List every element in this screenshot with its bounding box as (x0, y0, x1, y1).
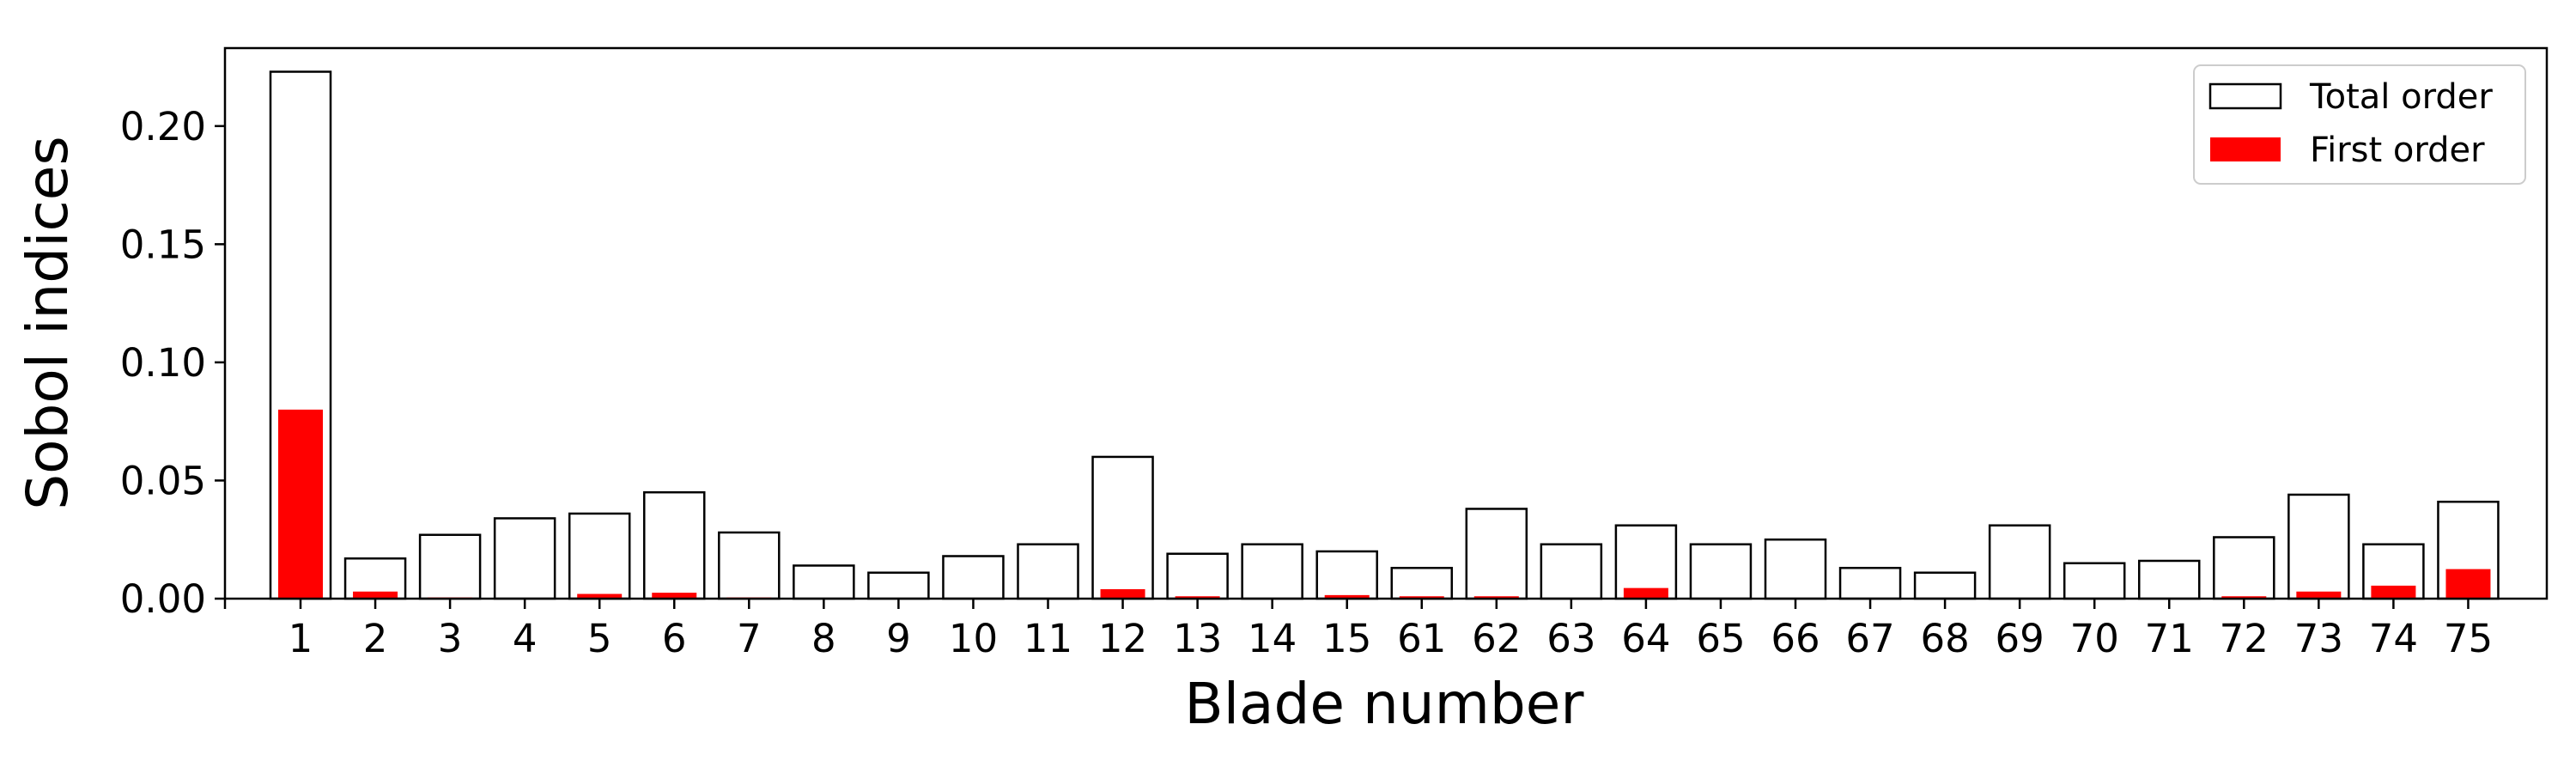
x-tick-label-12: 12 (1098, 616, 1147, 661)
bar-total-order-62 (1465, 508, 1528, 600)
bar-total-order-69 (1988, 524, 2051, 600)
bar-total-order-3 (418, 533, 482, 600)
bar-total-order-13 (1166, 552, 1229, 600)
bar-total-order-61 (1390, 566, 1453, 600)
x-tick-label-70: 70 (2070, 616, 2119, 661)
bar-first-order-61 (1399, 596, 1444, 599)
x-tick-label-5: 5 (587, 616, 612, 661)
bar-total-order-8 (793, 564, 855, 600)
legend-swatch-total-order (2208, 82, 2282, 110)
x-tick-label-69: 69 (1996, 616, 2044, 661)
x-axis-title: Blade number (1184, 671, 1584, 737)
bar-first-order-1 (278, 409, 323, 599)
bar-total-order-15 (1315, 550, 1378, 600)
y-axis-title: Sobol indices (15, 136, 81, 510)
x-tick-label-61: 61 (1397, 616, 1446, 661)
bar-first-order-64 (1623, 587, 1668, 599)
bar-total-order-4 (493, 517, 556, 600)
y-tick-label-0: 0.00 (120, 576, 206, 622)
x-tick-label-6: 6 (662, 616, 687, 661)
x-tick-label-11: 11 (1024, 616, 1072, 661)
x-tick-label-9: 9 (886, 616, 911, 661)
legend-label-first-order: First order (2310, 131, 2485, 170)
y-tick-label-4: 0.20 (120, 104, 206, 149)
bar-total-order-14 (1241, 543, 1303, 600)
bar-total-order-12 (1091, 455, 1154, 600)
bar-first-order-72 (2221, 596, 2267, 599)
bar-total-order-68 (1913, 571, 1977, 600)
x-tick-label-68: 68 (1920, 616, 1969, 661)
x-tick-label-72: 72 (2220, 616, 2269, 661)
x-tick-label-10: 10 (949, 616, 998, 661)
bar-first-order-5 (577, 593, 623, 599)
x-tick-label-66: 66 (1771, 616, 1820, 661)
x-tick-label-13: 13 (1173, 616, 1222, 661)
bars-group (269, 70, 2500, 600)
x-tick-label-7: 7 (737, 616, 762, 661)
x-tick-label-63: 63 (1546, 616, 1595, 661)
x-tick-label-2: 2 (363, 616, 388, 661)
y-tick-label-3: 0.15 (120, 222, 206, 267)
x-tick-label-65: 65 (1696, 616, 1745, 661)
bar-total-order-72 (2213, 536, 2275, 600)
x-tick-label-64: 64 (1621, 616, 1670, 661)
x-tick-label-14: 14 (1248, 616, 1297, 661)
bar-total-order-5 (568, 512, 631, 600)
bar-total-order-67 (1838, 566, 1902, 600)
x-tick-label-74: 74 (2369, 616, 2418, 661)
x-tick-label-67: 67 (1845, 616, 1894, 661)
plot-frame (223, 46, 2549, 600)
x-axis: 1 2 3 4 5 6 7 8 9 10 11 12 13 14 15 61 62 63 64 65 66 67 68 69 7… (223, 599, 2493, 661)
bar-total-order-9 (867, 571, 930, 600)
x-tick-label-1: 1 (289, 616, 313, 661)
legend-swatch-first-order (2210, 137, 2281, 161)
bar-total-order-70 (2063, 562, 2126, 600)
bar-first-order-15 (1324, 594, 1370, 599)
bar-first-order-6 (652, 593, 697, 599)
bar-total-order-7 (718, 531, 781, 600)
bar-total-order-65 (1689, 543, 1753, 600)
bar-first-order-62 (1473, 596, 1519, 599)
x-tick-label-4: 4 (513, 616, 538, 661)
bar-first-order-12 (1100, 588, 1145, 599)
bar-first-order-13 (1175, 596, 1220, 599)
legend-label-total-order: Total order (2309, 77, 2493, 117)
bar-first-order-73 (2296, 591, 2342, 599)
y-axis: 0.00 0.05 0.10 0.15 0.20 (120, 104, 225, 622)
bar-total-order-11 (1017, 543, 1079, 600)
bar-first-order-75 (2445, 569, 2491, 599)
bar-first-order-2 (353, 591, 398, 599)
x-tick-label-75: 75 (2444, 616, 2493, 661)
x-tick-label-3: 3 (438, 616, 463, 661)
y-tick-label-1: 0.05 (120, 458, 206, 503)
x-tick-label-62: 62 (1472, 616, 1521, 661)
x-tick-label-15: 15 (1322, 616, 1371, 661)
bar-total-order-6 (643, 490, 706, 600)
legend: Total order First order (2193, 64, 2526, 185)
bar-total-order-64 (1614, 524, 1678, 600)
bar-total-order-66 (1764, 538, 1827, 600)
bar-total-order-71 (2138, 559, 2201, 600)
bar-total-order-73 (2287, 493, 2350, 600)
bar-total-order-10 (942, 555, 1005, 600)
bar-total-order-63 (1540, 543, 1603, 600)
y-tick-label-2: 0.10 (120, 340, 206, 386)
x-tick-label-8: 8 (811, 616, 836, 661)
bar-first-order-74 (2371, 585, 2416, 599)
x-tick-label-73: 73 (2294, 616, 2343, 661)
x-tick-label-71: 71 (2145, 616, 2194, 661)
